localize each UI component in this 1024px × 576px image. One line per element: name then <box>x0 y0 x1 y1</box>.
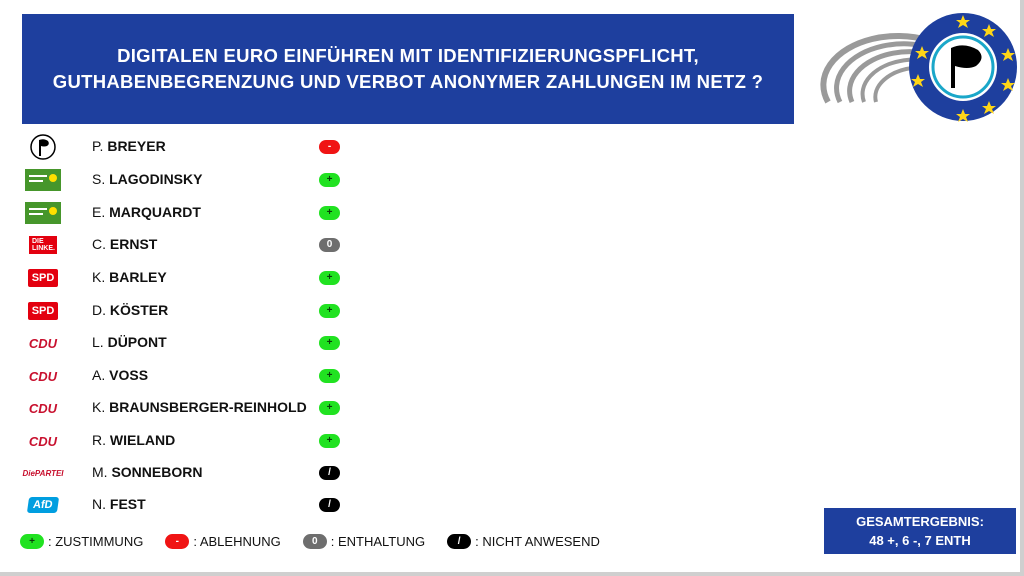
legend-no-label: : ABLEHNUNG <box>193 533 281 549</box>
legend-abstain-label: : ENTHALTUNG <box>330 533 426 549</box>
cdu-logo: CDU <box>28 368 58 384</box>
vote-badge-yes: + <box>319 304 340 318</box>
member-name: E. MARQUARDT <box>92 204 201 220</box>
legend-item-yes: + : ZUSTIMMUNG <box>20 533 144 549</box>
vote-badge-yes: + <box>319 271 340 285</box>
member-name: K. BARLEY <box>92 269 167 285</box>
total-result-box: GESAMTERGEBNIS: 48 +, 6 -, 7 ENTH <box>824 508 1016 554</box>
vote-badge-absent: / <box>319 498 340 512</box>
vote-badge-yes: + <box>319 369 340 383</box>
member-name: A. VOSS <box>92 367 149 383</box>
legend-yes-pill: + <box>20 533 44 549</box>
member-name: D. KÖSTER <box>92 302 169 318</box>
vote-badge-absent: / <box>319 466 340 480</box>
list-item: E. MARQUARDT + <box>22 198 362 228</box>
list-item: CDU A. VOSS + <box>22 361 362 391</box>
list-item: DIE LINKE. C. ERNST 0 <box>22 230 362 260</box>
pirate-eu-badge-icon <box>909 13 1017 122</box>
list-item: S. LAGODINSKY + <box>22 165 362 195</box>
list-item: P. BREYER - <box>22 132 362 162</box>
member-name: K. BRAUNSBERGER-REINHOLD <box>92 399 307 415</box>
vote-badge-yes: + <box>319 336 340 350</box>
cdu-logo: CDU <box>28 400 58 416</box>
partei-logo: DiePARTEI <box>22 468 64 478</box>
title-line-2: GUTHABENBEGRENZUNG UND VERBOT ANONYMER Z… <box>52 71 764 92</box>
member-name: M. SONNEBORN <box>92 464 203 480</box>
vote-badge-yes: + <box>319 206 340 220</box>
cdu-logo: CDU <box>28 433 58 449</box>
legend-item-abstain: 0 : ENTHALTUNG <box>302 533 426 549</box>
legend-abstain-pill: 0 <box>302 533 327 549</box>
vote-badge-no: - <box>319 140 340 154</box>
cdu-logo: CDU <box>28 335 58 351</box>
pirate-flag-icon <box>22 132 64 162</box>
result-value: 48 +, 6 -, 7 ENTH <box>869 533 971 548</box>
list-item: SPD D. KÖSTER + <box>22 296 362 326</box>
spd-logo: SPD <box>22 263 64 293</box>
legend-absent-pill: / <box>447 533 472 549</box>
list-item: CDU R. WIELAND + <box>22 426 362 456</box>
legend-no-pill: - <box>165 533 190 549</box>
list-item: AfD N. FEST / <box>22 490 362 520</box>
vote-badge-abstain: 0 <box>319 238 340 252</box>
gruene-sunflower-logo <box>22 198 64 228</box>
vote-badge-yes: + <box>319 434 340 448</box>
title-line-1: DIGITALEN EURO EINFÜHREN MIT IDENTIFIZIE… <box>117 45 699 66</box>
vote-badge-yes: + <box>319 401 340 415</box>
member-name: R. WIELAND <box>92 432 176 448</box>
gruene-sunflower-logo <box>22 165 64 195</box>
vote-badge-yes: + <box>319 173 340 187</box>
list-item: CDU L. DÜPONT + <box>22 328 362 358</box>
afd-logo: AfD <box>22 490 64 520</box>
title-banner: DIGITALEN EURO EINFÜHREN MIT IDENTIFIZIE… <box>22 14 794 124</box>
list-item: CDU K. BRAUNSBERGER-REINHOLD + <box>22 393 362 423</box>
member-name: N. FEST <box>92 496 146 512</box>
list-item: DiePARTEI M. SONNEBORN / <box>22 458 362 488</box>
member-name: L. DÜPONT <box>92 334 167 350</box>
member-name: P. BREYER <box>92 138 166 154</box>
legend-item-absent: / : NICHT ANWESEND <box>447 533 600 549</box>
vote-legend: + : ZUSTIMMUNG - : ABLEHNUNG 0 : ENTHALT… <box>20 532 622 550</box>
legend-absent-label: : NICHT ANWESEND <box>475 533 600 549</box>
list-item: SPD K. BARLEY + <box>22 263 362 293</box>
parliament-pirate-emblem <box>820 13 1017 122</box>
member-name: S. LAGODINSKY <box>92 171 203 187</box>
legend-yes-label: : ZUSTIMMUNG <box>48 533 144 549</box>
legend-item-no: - : ABLEHNUNG <box>165 533 281 549</box>
linke-logo: DIE LINKE. <box>22 230 64 260</box>
spd-logo: SPD <box>22 296 64 326</box>
result-label: GESAMTERGEBNIS: <box>856 514 984 529</box>
member-name: C. ERNST <box>92 236 158 252</box>
